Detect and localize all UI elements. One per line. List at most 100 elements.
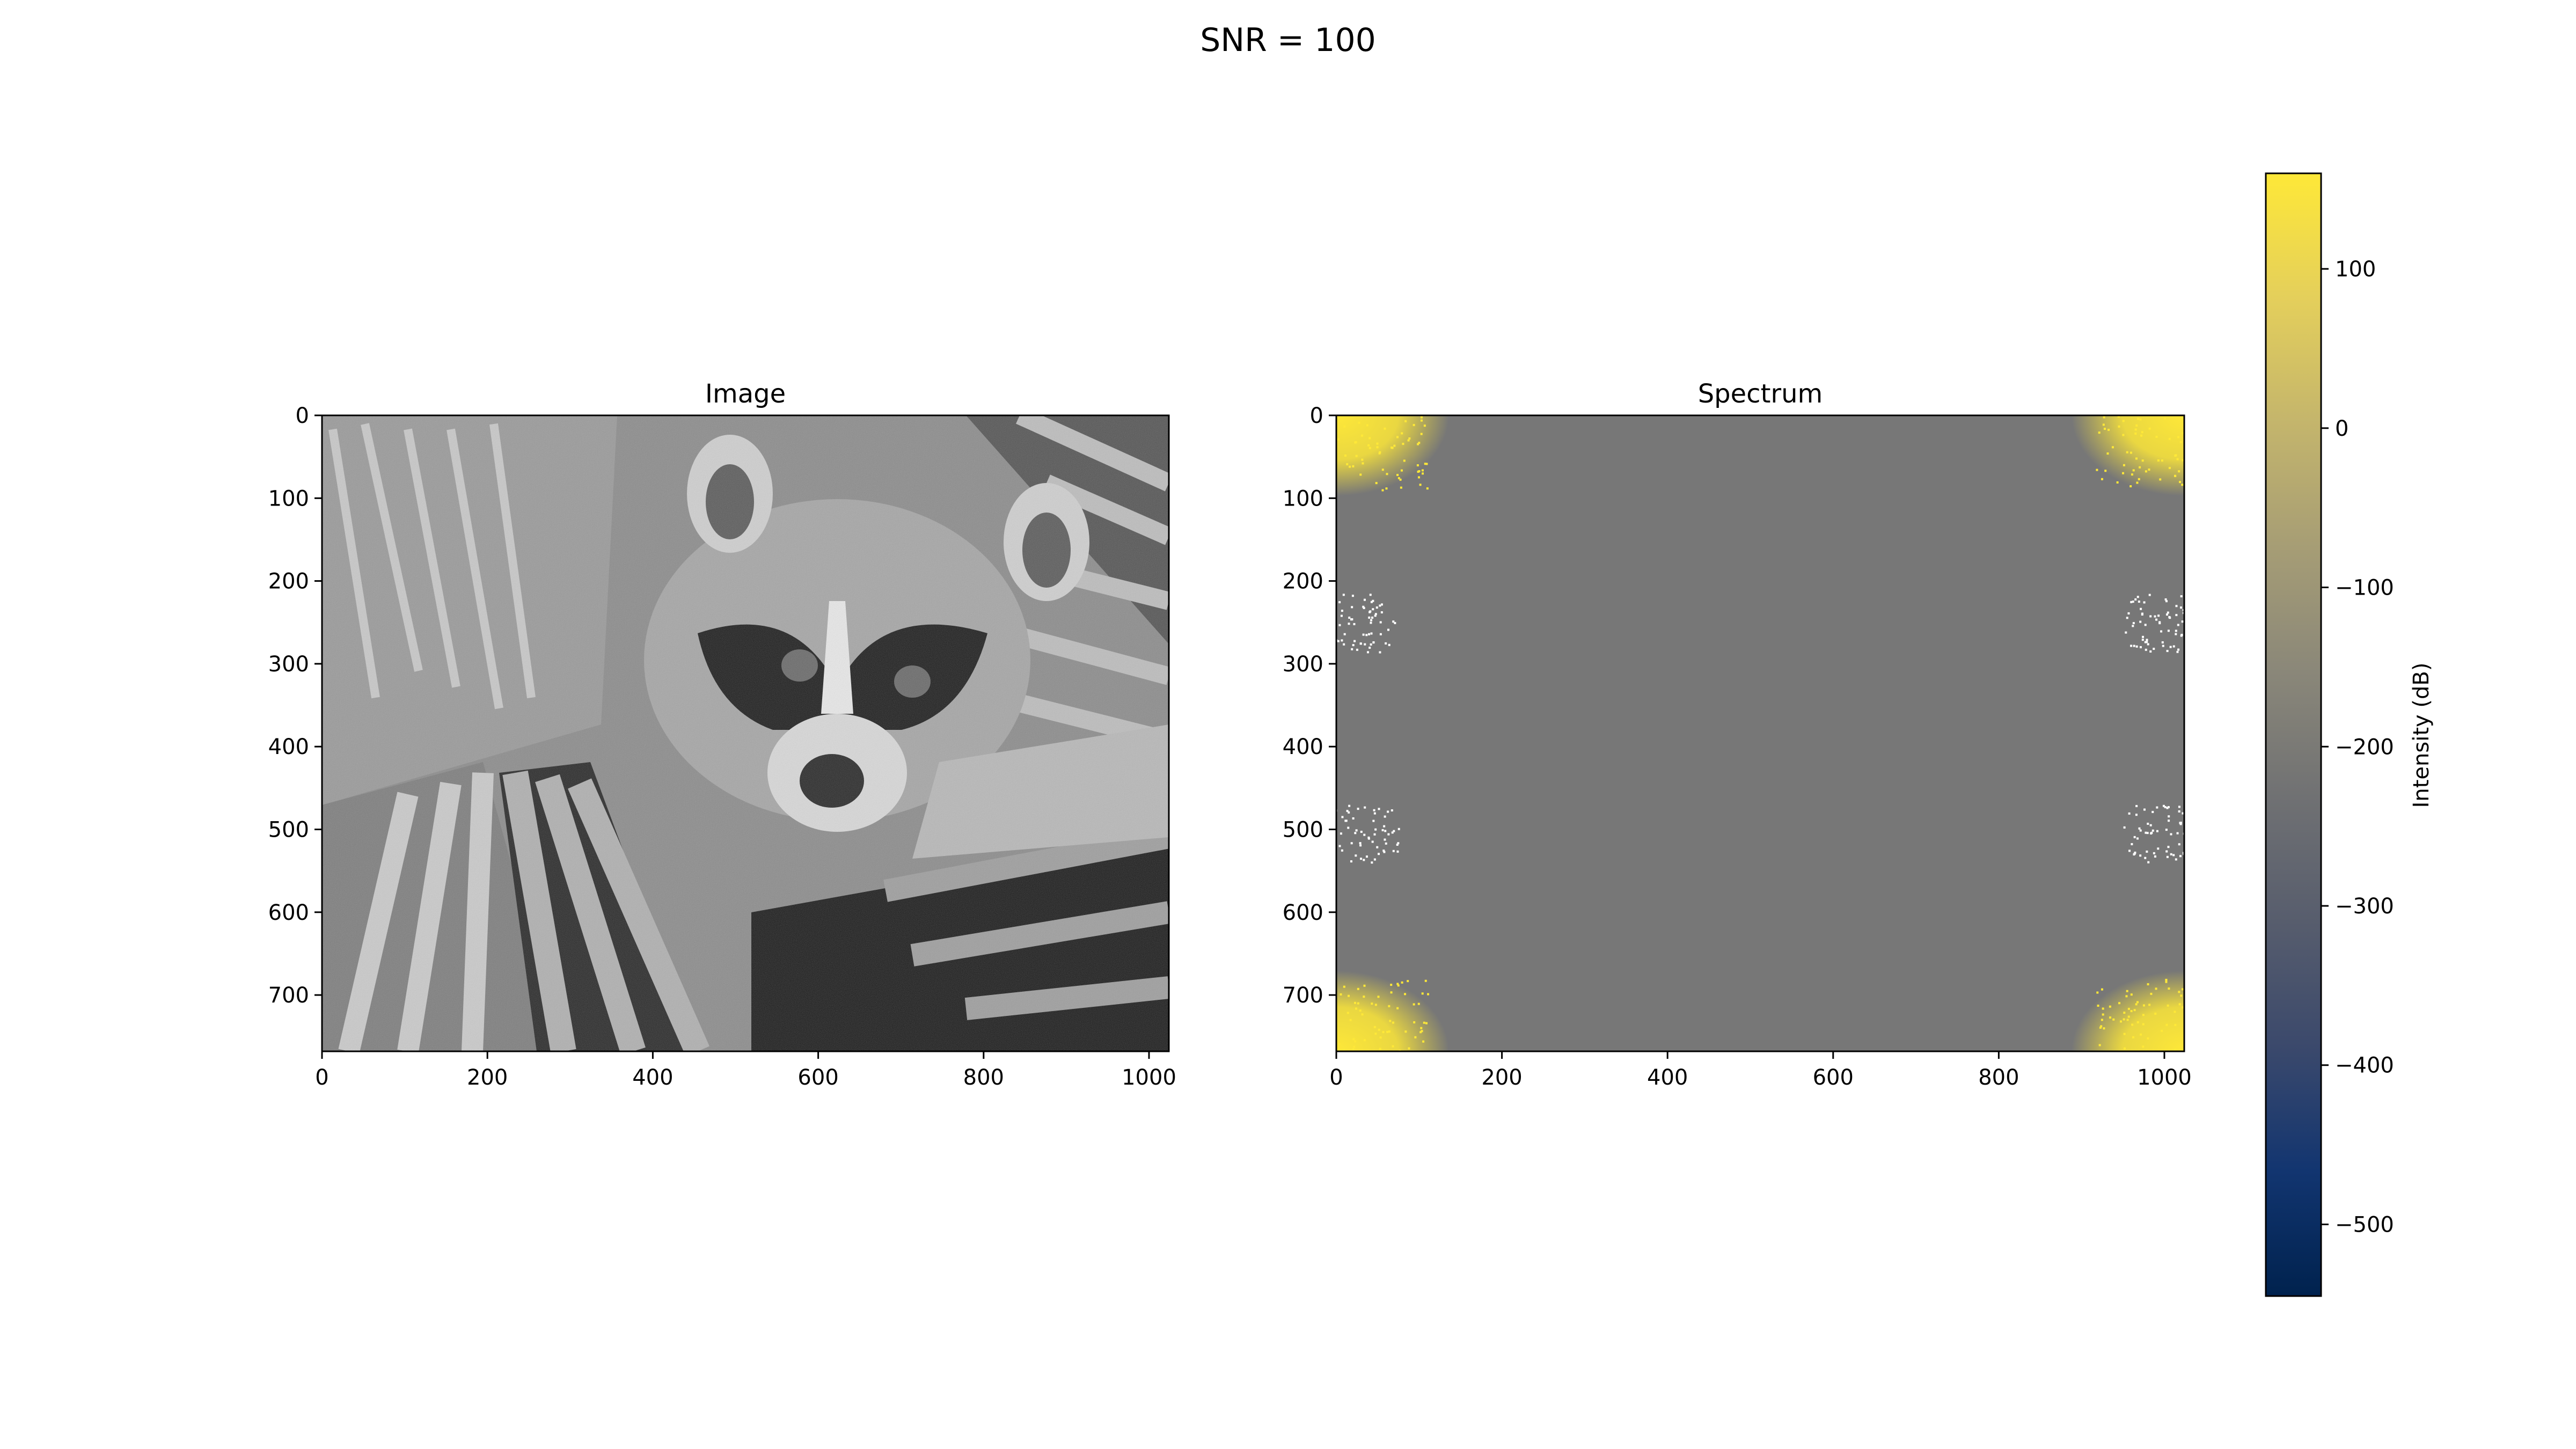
spectrum-speckle	[2191, 823, 2193, 825]
spectrum-speckle	[1402, 443, 1404, 445]
spectrum-speckle	[1407, 980, 1409, 983]
spectrum-speckle	[1377, 996, 1380, 998]
spectrum-speckle	[2101, 478, 2103, 480]
spectrum-speckle	[2098, 431, 2101, 434]
spectrum-speckle	[2167, 846, 2170, 848]
spectrum-speckle	[1357, 808, 1359, 810]
spectrum-x-ticks: 0 200 400 600 800 1000	[1329, 1051, 2192, 1090]
spectrum-speckle	[1352, 644, 1355, 647]
spectrum-speckle	[1422, 1040, 1425, 1043]
spectrum-speckle	[2147, 1037, 2149, 1040]
spectrum-speckle	[1407, 439, 1410, 442]
spectrum-speckle	[1378, 1028, 1380, 1031]
spectrum-speckle	[1401, 981, 1403, 984]
spectrum-speckle	[2099, 1026, 2102, 1029]
spectrum-speckle	[1392, 620, 1395, 623]
spectrum-speckle	[1363, 833, 1366, 836]
spectrum-speckle	[2102, 423, 2105, 426]
spectrum-speckle	[1355, 829, 1358, 832]
spectrum-speckle	[1362, 605, 1365, 608]
spectrum-corner-top-right	[2072, 415, 2184, 496]
spectrum-speckle	[1386, 1030, 1389, 1033]
spectrum-speckle	[2174, 1023, 2177, 1026]
spectrum-speckle	[1372, 608, 1374, 611]
spectrum-speckle	[2161, 641, 2164, 643]
spectrum-speckle	[1400, 486, 1402, 489]
spectrum-speckle	[2177, 624, 2179, 626]
spectrum-speckle	[2191, 860, 2193, 862]
spectrum-speckle	[1338, 624, 1341, 626]
spectrum-speckle	[2161, 459, 2163, 462]
spectrum-speckle	[1385, 642, 1387, 645]
spectrum-speckle	[1351, 606, 1353, 609]
spectrum-speckle	[2153, 647, 2155, 650]
spectrum-speckle	[2164, 417, 2167, 420]
spectrum-speckle	[2122, 420, 2125, 422]
spectrum-speckle	[1426, 487, 1429, 490]
spectrum-speckle	[1360, 858, 1363, 860]
spectrum-speckle	[1382, 850, 1385, 852]
spectrum-speckle	[2189, 862, 2191, 865]
spectrum-speckle	[2185, 641, 2187, 643]
spectrum-speckle	[1359, 844, 1362, 847]
spectrum-speckle	[1373, 1026, 1376, 1028]
spectrum-speckle	[1394, 621, 1396, 624]
spectrum-speckle	[2148, 468, 2150, 471]
spectrum-speckle	[1363, 598, 1366, 601]
spectrum-speckle	[1387, 810, 1389, 813]
spectrum-speckle	[2123, 1033, 2126, 1035]
spectrum-speckle	[2166, 807, 2169, 809]
spectrum-speckle	[1328, 845, 1330, 847]
spectrum-speckle	[1420, 416, 1423, 419]
spectrum-speckle	[2138, 478, 2140, 480]
spectrum-speckle	[1388, 643, 1391, 646]
spectrum-speckle	[1328, 814, 1330, 816]
spectrum-speckle	[2128, 812, 2131, 815]
spectrum-speckle	[2138, 827, 2141, 830]
spectrum-speckle	[1328, 621, 1330, 623]
spectrum-x-tick-label: 0	[1329, 1065, 1343, 1090]
spectrum-speckle	[2147, 822, 2149, 825]
spectrum-speckle	[2103, 416, 2105, 419]
spectrum-speckle	[2165, 829, 2168, 831]
spectrum-speckle	[2172, 645, 2175, 648]
colorbar-tick-label: −300	[2335, 894, 2394, 919]
spectrum-speckle	[2135, 804, 2138, 807]
spectrum-speckle	[1380, 611, 1383, 613]
spectrum-speckle	[1375, 482, 1378, 485]
image-y-ticks: 0 100 200 300 400 500 600 700	[268, 404, 322, 1008]
spectrum-speckle	[1385, 842, 1387, 845]
spectrum-y-tick-label: 500	[1283, 817, 1323, 842]
spectrum-speckle	[1340, 993, 1342, 996]
spectrum-speckle	[2132, 1036, 2135, 1038]
spectrum-speckle	[2104, 427, 2106, 430]
image-axes-frame	[321, 414, 1170, 1052]
spectrum-speckle	[1362, 462, 1364, 465]
image-x-tick-label: 800	[963, 1065, 1004, 1090]
spectrum-speckle	[2141, 431, 2143, 434]
spectrum-speckle	[2139, 829, 2142, 832]
spectrum-speckle	[1379, 633, 1382, 635]
spectrum-speckle	[1381, 829, 1384, 831]
spectrum-speckle	[1384, 427, 1386, 430]
spectrum-speckle	[2130, 1010, 2133, 1013]
spectrum-speckle	[1332, 821, 1334, 823]
spectrum-speckle	[1367, 444, 1370, 447]
spectrum-speckle	[1370, 601, 1373, 603]
spectrum-speckle	[1337, 1048, 1340, 1050]
spectrum-speckle	[2134, 851, 2136, 854]
spectrum-speckle	[2194, 826, 2197, 829]
spectrum-speckle	[1391, 831, 1394, 834]
spectrum-speckle	[1390, 991, 1393, 994]
spectrum-speckle	[1367, 837, 1370, 840]
spectrum-speckle	[2131, 1023, 2134, 1026]
spectrum-speckle	[2167, 630, 2170, 632]
spectrum-speckle	[2103, 1027, 2105, 1030]
spectrum-speckle	[2116, 481, 2119, 484]
spectrum-speckle	[1381, 489, 1384, 492]
spectrum-corner-bottom-right	[2072, 971, 2184, 1051]
spectrum-speckle	[2190, 817, 2192, 819]
spectrum-speckle	[1329, 818, 1331, 820]
spectrum-speckle	[1397, 984, 1400, 987]
spectrum-x-tick-label: 400	[1647, 1065, 1688, 1090]
